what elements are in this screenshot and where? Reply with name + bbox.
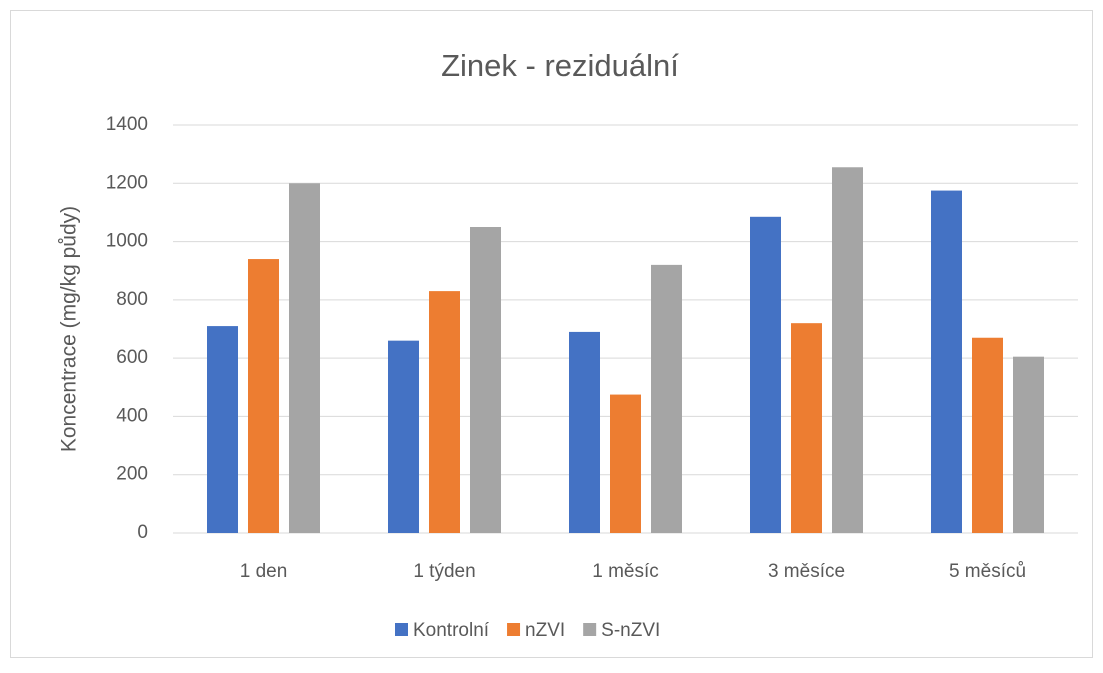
y-tick-label: 0 (137, 522, 148, 543)
x-tick-label: 5 měsíců (949, 561, 1026, 582)
y-tick-label: 200 (116, 464, 148, 485)
x-tick-label: 3 měsíce (768, 561, 845, 582)
bar (388, 340, 419, 533)
chart-frame (10, 10, 1093, 658)
bar (931, 190, 962, 534)
bar (651, 264, 682, 533)
bar (289, 183, 320, 534)
y-tick-label: 1200 (106, 172, 148, 193)
legend-swatch (583, 623, 597, 636)
legend-label: Kontrolní (413, 620, 490, 641)
legend-swatch (395, 623, 408, 636)
y-tick-label: 1000 (106, 231, 148, 252)
x-tick-label: 1 den (240, 561, 288, 582)
bar (429, 291, 460, 533)
x-tick-label: 1 měsíc (592, 561, 659, 582)
chart-title: Zinek - reziduální (441, 48, 679, 83)
y-axis-label: Koncentrace (mg/kg půdy) (58, 206, 81, 452)
bar (569, 331, 600, 533)
bar (750, 216, 781, 534)
legend-label: nZVI (525, 620, 565, 641)
bar (972, 337, 1003, 533)
y-tick-label: 800 (116, 289, 148, 310)
bar (248, 259, 279, 533)
bar (832, 167, 863, 533)
legend-swatch (507, 623, 521, 636)
y-tick-label: 1400 (106, 114, 148, 135)
bar (1013, 356, 1044, 533)
legend-label: S-nZVI (601, 620, 660, 641)
bar (207, 326, 238, 533)
bar (791, 323, 822, 533)
y-tick-label: 400 (116, 405, 148, 426)
bar (610, 394, 641, 533)
y-tick-label: 600 (116, 347, 148, 368)
x-tick-label: 1 týden (413, 561, 475, 582)
bar (470, 227, 501, 533)
